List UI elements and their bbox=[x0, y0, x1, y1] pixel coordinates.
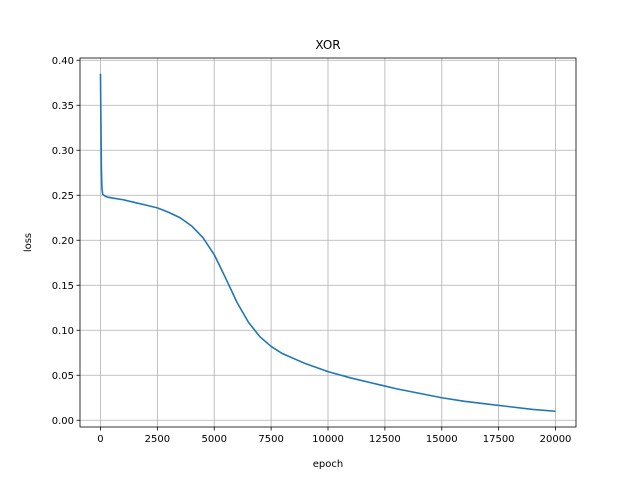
grid bbox=[80, 58, 576, 427]
x-tick-label: 15000 bbox=[426, 434, 458, 445]
y-tick-label: 0.25 bbox=[52, 191, 74, 202]
x-tick-label: 20000 bbox=[540, 434, 572, 445]
y-tick-label: 0.05 bbox=[52, 371, 74, 382]
x-tick-label: 12500 bbox=[369, 434, 401, 445]
y-axis-label: loss bbox=[23, 233, 34, 252]
y-tick-label: 0.40 bbox=[52, 56, 74, 67]
y-tick-label: 0.15 bbox=[52, 281, 74, 292]
x-tick-label: 17500 bbox=[483, 434, 515, 445]
y-tick-label: 0.10 bbox=[52, 326, 74, 337]
x-tick-label: 10000 bbox=[312, 434, 344, 445]
x-tick-label: 0 bbox=[97, 434, 103, 445]
x-tick-label: 7500 bbox=[258, 434, 283, 445]
y-tick-label: 0.30 bbox=[52, 146, 74, 157]
y-tick-label: 0.00 bbox=[52, 416, 74, 427]
chart-title: XOR bbox=[315, 38, 340, 52]
loss-series-line bbox=[99, 73, 556, 413]
x-tick-label: 5000 bbox=[202, 434, 227, 445]
x-axis: 0 2500 5000 7500 10000 12500 15000 17500 20000 bbox=[97, 427, 571, 445]
y-tick-label: 0.35 bbox=[52, 101, 74, 112]
y-tick-label: 0.20 bbox=[52, 236, 74, 247]
y-axis: 0.00 0.05 0.10 0.15 0.20 0.25 0.30 0.35 0.40 bbox=[52, 56, 80, 427]
x-axis-label: epoch bbox=[313, 459, 343, 470]
x-tick-label: 2500 bbox=[145, 434, 170, 445]
series-layer bbox=[99, 73, 556, 413]
